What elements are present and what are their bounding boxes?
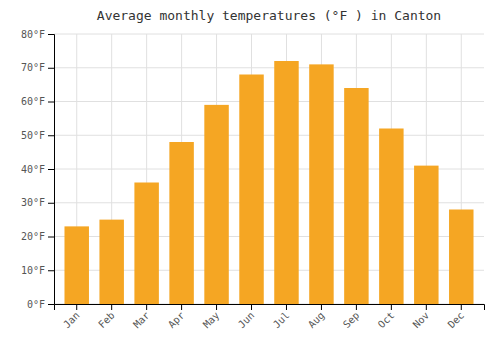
y-tick-label: 30°F (21, 197, 45, 208)
y-tick-label: 60°F (21, 96, 45, 107)
x-tick: Sep (341, 304, 362, 330)
x-tick-mark (356, 304, 357, 310)
x-tick-mark (216, 304, 217, 310)
x-tick-label: Dec (446, 310, 467, 331)
x-tick-mark (76, 304, 77, 310)
x-tick: Jan (61, 304, 82, 330)
bar (414, 166, 438, 304)
bar (64, 226, 88, 304)
x-tick: May (201, 304, 222, 330)
y-tick-mark (48, 304, 54, 305)
x-tick-label: Jul (271, 310, 292, 331)
y-axis: 0°F 10°F 20°F 30°F 40°F 50°F 60°F 70°F 80°F (21, 29, 55, 310)
y-tick-mark (48, 270, 54, 271)
y-axis-line (48, 35, 55, 305)
y-tick: 20°F (21, 231, 54, 242)
bar (99, 220, 123, 304)
x-tick: Feb (96, 304, 117, 330)
y-tick-label: 80°F (21, 29, 45, 40)
y-grid-line (54, 34, 484, 35)
x-tick-mark (321, 304, 322, 310)
y-tick-mark (48, 169, 54, 170)
y-grid-line (54, 135, 484, 136)
bar (309, 64, 333, 304)
x-tick-mark (461, 304, 462, 310)
y-tick-label: 50°F (21, 130, 45, 141)
y-tick-label: 40°F (21, 164, 45, 175)
x-tick-mark (391, 304, 392, 310)
y-tick-mark (48, 68, 54, 69)
x-tick-label: Apr (166, 310, 187, 331)
bar (239, 75, 263, 305)
x-tick-label: Nov (411, 310, 432, 331)
bar (134, 183, 158, 305)
bar (204, 105, 228, 304)
bar (379, 129, 403, 305)
y-tick-mark (48, 135, 54, 136)
y-tick-label: 70°F (21, 62, 45, 73)
x-tick-label: Feb (96, 310, 117, 331)
x-tick-mark (146, 304, 147, 310)
x-tick-mark (181, 304, 182, 310)
y-tick: 40°F (21, 164, 54, 175)
x-tick-label: May (201, 310, 222, 331)
y-tick: 60°F (21, 96, 54, 107)
x-tick-label: Jun (236, 310, 257, 331)
x-tick: Jun (236, 304, 257, 330)
x-tick: Nov (411, 304, 432, 330)
title: Average monthly temperatures (°F ) in Ca… (97, 8, 441, 23)
x-tick-mark (426, 304, 427, 310)
y-tick: 50°F (21, 130, 54, 141)
y-tick-mark (48, 237, 54, 238)
x-tick: Aug (306, 304, 327, 330)
x-tick-label: Oct (376, 310, 397, 331)
x-tick-label: Mar (131, 310, 152, 331)
bars (64, 61, 473, 304)
x-tick-label: Aug (306, 310, 327, 331)
x-tick: Jul (271, 304, 292, 330)
y-tick-mark (48, 102, 54, 103)
y-tick-mark (48, 34, 54, 35)
x-tick: Dec (446, 304, 467, 330)
x-tick: Apr (166, 304, 187, 330)
y-tick-label: 0°F (27, 299, 45, 310)
x-tick-mark (251, 304, 252, 310)
bar (274, 61, 298, 304)
y-tick-mark (48, 203, 54, 204)
y-tick: 10°F (21, 265, 54, 276)
y-tick: 30°F (21, 197, 54, 208)
y-tick: 80°F (21, 29, 54, 40)
bar (344, 88, 368, 304)
y-tick: 0°F (27, 299, 54, 310)
y-grid-line (54, 67, 484, 68)
grid (54, 34, 484, 304)
plot-area: 0°F 10°F 20°F 30°F 40°F 50°F 60°F 70°F 80°F Jan Fe… (21, 29, 485, 331)
x-tick-label: Jan (61, 310, 82, 331)
y-grid-line (54, 101, 484, 102)
x-tick-mark (286, 304, 287, 310)
x-tick: Mar (131, 304, 152, 330)
y-tick-label: 20°F (21, 231, 45, 242)
y-tick-label: 10°F (21, 265, 45, 276)
x-tick: Oct (376, 304, 397, 330)
bar (449, 210, 473, 305)
x-axis: Jan Feb Mar Apr May Jun Jul Aug Sep Oct Nov Dec (55, 304, 485, 330)
chart-container: 0°F 10°F 20°F 30°F 40°F 50°F 60°F 70°F 80°F Jan Fe… (0, 0, 500, 350)
x-tick-mark (111, 304, 112, 310)
chart-svg: 0°F 10°F 20°F 30°F 40°F 50°F 60°F 70°F 80°F Jan Fe… (0, 0, 500, 350)
bar (169, 142, 193, 304)
x-axis-line (55, 305, 485, 311)
x-tick-label: Sep (341, 310, 362, 331)
y-tick: 70°F (21, 62, 54, 73)
